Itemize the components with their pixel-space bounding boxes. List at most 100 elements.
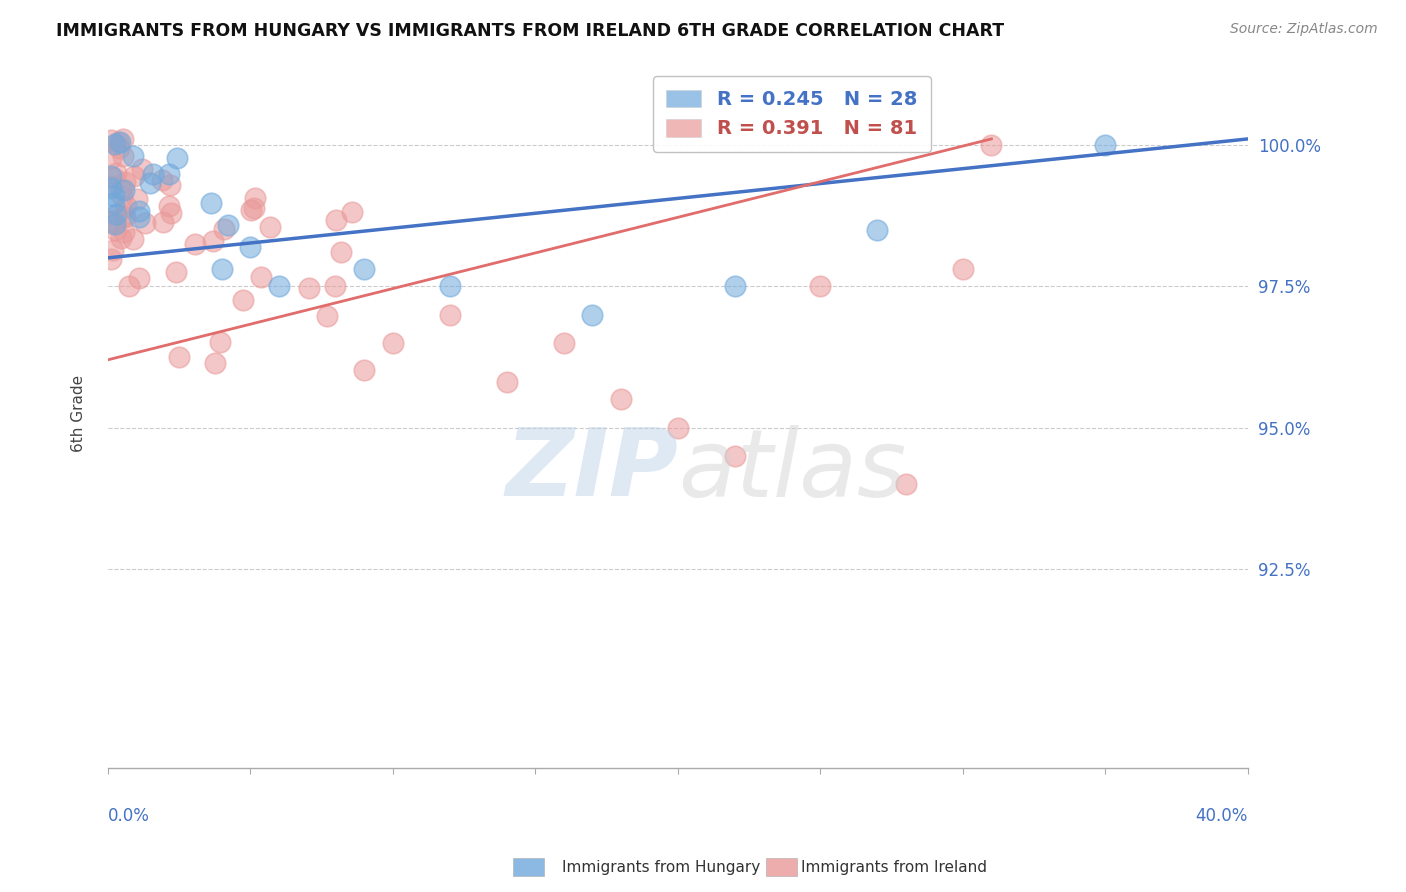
Point xyxy=(128,271,150,285)
Point xyxy=(159,178,181,192)
Point xyxy=(323,279,346,293)
Point xyxy=(104,222,127,236)
Point xyxy=(214,222,236,236)
Point xyxy=(184,237,207,252)
Point xyxy=(112,131,135,145)
Point xyxy=(166,152,188,166)
Point xyxy=(165,265,187,279)
Point xyxy=(152,214,174,228)
Text: 0.0%: 0.0% xyxy=(108,806,149,824)
Point xyxy=(101,244,124,258)
Point xyxy=(259,219,281,234)
Point xyxy=(243,202,266,216)
Point xyxy=(100,151,122,165)
Point xyxy=(108,135,131,149)
Point xyxy=(894,477,917,491)
Point xyxy=(107,207,129,221)
Point xyxy=(122,149,145,163)
Point xyxy=(239,239,262,253)
Point xyxy=(232,293,254,308)
Point xyxy=(243,190,266,204)
Point xyxy=(157,168,180,182)
Point xyxy=(112,183,135,197)
Point xyxy=(104,217,127,231)
Point xyxy=(353,262,375,277)
Text: Source: ZipAtlas.com: Source: ZipAtlas.com xyxy=(1230,22,1378,37)
Point xyxy=(808,279,831,293)
Point xyxy=(581,308,603,322)
Point xyxy=(115,199,138,213)
Point xyxy=(111,188,134,202)
Point xyxy=(439,279,461,293)
Point xyxy=(167,351,190,365)
Text: 40.0%: 40.0% xyxy=(1195,806,1249,824)
Point xyxy=(100,178,122,193)
Point xyxy=(202,234,225,248)
Point xyxy=(110,231,132,245)
Point xyxy=(112,209,135,223)
Point xyxy=(353,363,375,377)
Point xyxy=(157,199,180,213)
Point xyxy=(104,166,127,180)
Point xyxy=(208,334,231,349)
Point xyxy=(211,262,233,277)
Point xyxy=(204,356,226,370)
Point xyxy=(128,210,150,224)
Point xyxy=(114,210,136,224)
Point xyxy=(298,281,321,295)
Point xyxy=(724,279,747,293)
Point xyxy=(866,222,889,236)
Point xyxy=(110,182,132,196)
Point xyxy=(125,192,148,206)
Point xyxy=(104,207,127,221)
Point xyxy=(217,219,239,233)
Point xyxy=(104,136,127,151)
Point xyxy=(439,308,461,322)
Point xyxy=(340,205,363,219)
Point xyxy=(1094,137,1116,152)
Point xyxy=(122,232,145,246)
Point xyxy=(200,196,222,211)
Point xyxy=(152,172,174,186)
Point xyxy=(724,449,747,463)
Point xyxy=(118,279,141,293)
Point xyxy=(122,169,145,184)
Point xyxy=(139,176,162,190)
Point xyxy=(610,392,633,407)
Point xyxy=(495,376,517,390)
Point xyxy=(100,252,122,266)
Text: ZIP: ZIP xyxy=(505,425,678,516)
Point xyxy=(112,225,135,239)
Point xyxy=(103,170,125,185)
Point xyxy=(114,175,136,189)
Point xyxy=(381,335,404,350)
Point xyxy=(160,206,183,220)
Point xyxy=(240,202,263,217)
Point xyxy=(100,181,122,195)
Text: Immigrants from Hungary: Immigrants from Hungary xyxy=(562,860,761,874)
Point xyxy=(325,213,347,227)
Legend: R = 0.245   N = 28, R = 0.391   N = 81: R = 0.245 N = 28, R = 0.391 N = 81 xyxy=(652,77,931,152)
Point xyxy=(142,167,165,181)
Point xyxy=(267,279,290,293)
Point xyxy=(329,245,352,260)
Point xyxy=(100,133,122,147)
Point xyxy=(103,196,125,211)
Point xyxy=(315,310,337,324)
Y-axis label: 6th Grade: 6th Grade xyxy=(72,376,86,452)
Point xyxy=(553,335,575,350)
Point xyxy=(134,216,156,230)
Point xyxy=(952,262,974,277)
Point xyxy=(250,269,273,284)
Text: atlas: atlas xyxy=(678,425,905,516)
Point xyxy=(980,137,1002,152)
Point xyxy=(111,149,134,163)
Text: Immigrants from Ireland: Immigrants from Ireland xyxy=(801,860,987,874)
Point xyxy=(107,140,129,154)
Point xyxy=(100,216,122,230)
Point xyxy=(666,421,689,435)
Text: IMMIGRANTS FROM HUNGARY VS IMMIGRANTS FROM IRELAND 6TH GRADE CORRELATION CHART: IMMIGRANTS FROM HUNGARY VS IMMIGRANTS FR… xyxy=(56,22,1004,40)
Point xyxy=(103,214,125,228)
Point xyxy=(103,189,125,203)
Point xyxy=(128,204,150,219)
